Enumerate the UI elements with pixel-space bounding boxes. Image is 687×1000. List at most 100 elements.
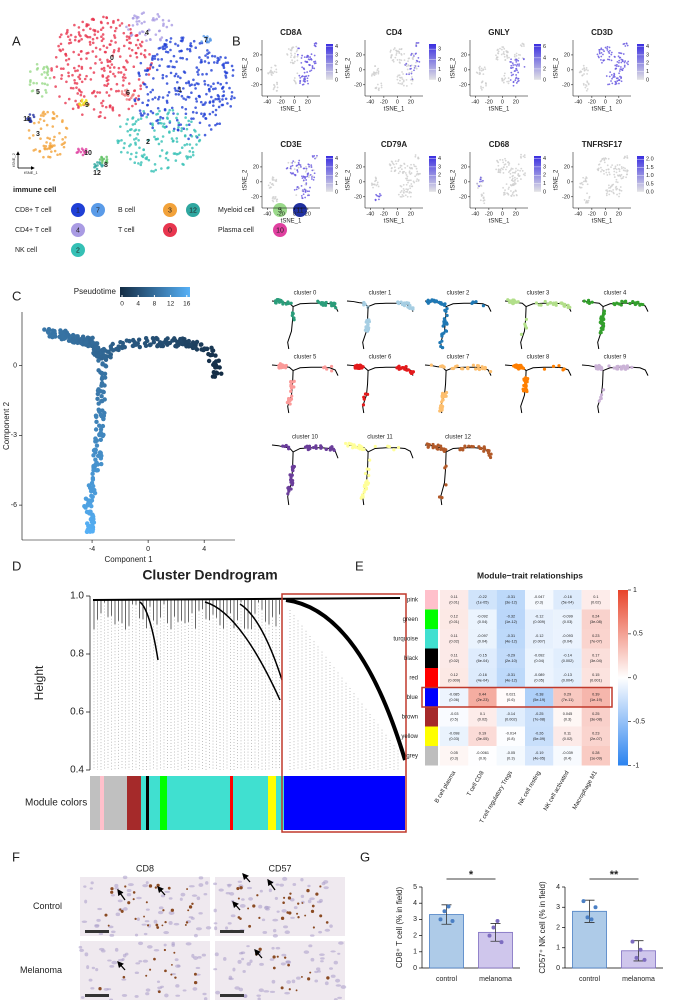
cell-point [604,157,607,159]
colorbar-label: 2 [646,61,649,67]
cell-point [170,23,174,27]
cell-point [91,91,94,95]
cell-point [160,149,164,152]
cell-point [158,154,162,158]
cell-point [126,151,129,154]
cell-point [601,61,603,64]
tissue-nucleus [323,880,329,884]
column-label: CD8 [136,863,154,873]
cell-point [87,511,92,516]
cell-point [141,155,145,159]
cell-point [139,163,143,167]
cell-point [502,161,505,164]
heatmap-cell [440,629,469,649]
cell-point [408,306,412,311]
cell-point [501,79,504,82]
cell-point [407,179,410,182]
cell-point [295,50,298,53]
cell-value: -0.14 [563,654,572,658]
cell-point [585,66,588,69]
cell-point [616,187,619,190]
cell-point [415,180,418,183]
cell-point [105,155,108,159]
cell-point [208,100,212,104]
cell-point [482,179,484,182]
cell-point [52,112,56,116]
legend-cluster: 2 [76,247,80,254]
cell-point [517,163,520,166]
cell-point [160,167,163,170]
cell-point [52,138,55,142]
cell-point [128,128,132,132]
cell-point [94,443,100,448]
cell-point [482,197,485,200]
cluster-label: 1 [178,87,182,94]
x-tick-label: -20 [277,211,285,217]
cell-point [506,51,508,54]
cell-point [402,172,404,175]
cell-point [560,302,564,306]
cell-point [445,313,449,318]
cell-value: 0.1 [593,595,598,599]
cell-point [615,180,618,183]
colorbar-label: 0.5 [633,631,643,638]
cell-point [98,437,104,442]
cell-point [53,135,56,139]
cell-point [85,501,91,507]
cell-point [73,23,76,27]
cluster-label: 9 [85,102,89,109]
cell-point [503,55,506,58]
cell-point [410,52,413,55]
cell-point [185,57,189,61]
cell-point [67,74,71,78]
cell-point [516,63,519,66]
stain-dot [186,888,189,890]
cell-point [305,182,308,185]
tissue-nucleus [246,945,250,948]
cell-point [410,82,413,85]
cell-point [79,104,83,107]
cell-point [515,76,518,79]
cell-point [139,61,143,65]
stain-dot [306,888,310,893]
y-tick-label: 0 [567,179,570,185]
cell-point [219,55,222,59]
cell-point [599,326,603,330]
cell-point [187,123,191,127]
heatmap-cell [553,746,582,766]
tissue-nucleus [335,984,342,987]
cell-point [398,74,401,77]
cell-point [305,169,308,172]
cell-point [169,37,173,40]
cell-pvalue: (7e-11) [562,698,575,702]
cell-point [276,81,278,84]
cell-point [408,71,411,74]
stain-dot [124,885,127,888]
cell-point [611,77,613,80]
x-tick-label: 20 [305,211,311,217]
tissue-nucleus [110,894,115,897]
cell-point [103,69,106,72]
stain-dot [280,916,285,920]
panel-label: D [12,558,21,573]
cell-point [304,177,306,180]
cell-point [219,371,224,376]
cell-point [125,35,129,38]
cell-point [313,60,315,63]
cell-point [184,98,188,101]
cell-point [105,161,109,164]
axis-label: tSNE_2 [11,152,16,167]
cell-point [113,29,117,33]
cell-point [512,73,514,76]
cell-point [230,64,234,68]
y-tick-label: 3 [556,904,560,911]
heatmap-cell [496,629,525,649]
cell-point [100,423,106,429]
x-tick-label: -20 [485,99,493,105]
data-point [442,909,447,914]
cell-value: 0.05 [450,751,457,755]
column-label: CD57 [268,863,291,873]
cell-point [503,47,506,50]
cell-point [362,395,366,399]
